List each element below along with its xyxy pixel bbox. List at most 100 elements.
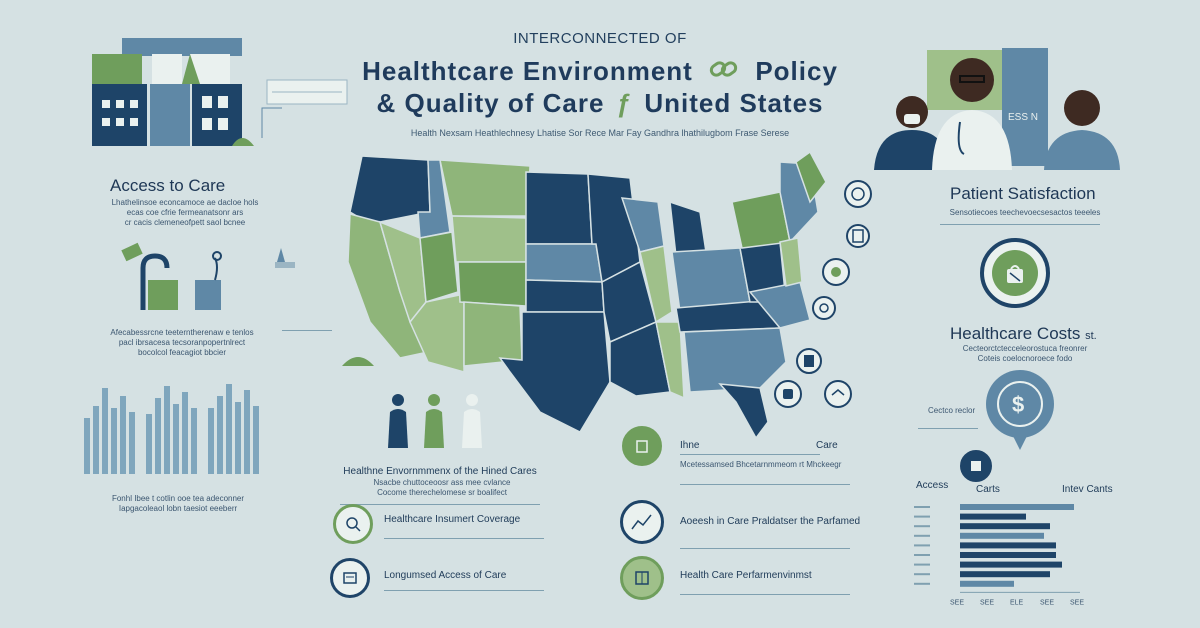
cost-dollar-badge-icon: $ [982,368,1058,454]
bar [960,532,1044,539]
healthcare-costs-title-main: Healthcare Costs [950,324,1081,343]
bar-label-tick [914,534,930,537]
person-icon-navy [388,394,408,448]
bar [960,571,1050,578]
map-caption-line1: Nsacbe chuttoceoosr ass mee cvlance [373,478,511,487]
costs-text-line1: Cecteorctctecceleorostuca freonrer [962,344,1088,353]
bar [960,504,1074,510]
leaf-icon: ƒ [616,88,633,118]
title-line1-main: Healthtcare Environment [362,56,693,86]
coverage-label: Healthcare Insumert Coverage [384,514,521,525]
map-region-nebraska [525,243,603,283]
map-region-dakotas [525,171,593,245]
medical-staff-illustration: ESS N [874,48,1120,170]
satisfaction-text: Sensotiecoes teechevoecsesactos teeeles [949,208,1101,217]
map-caption-text: Nsacbe chuttoceoosr ass mee cvlance Coco… [352,478,532,498]
map-region-michigan [669,200,707,257]
care-access-label: Aoeesh in Care Praldatser the Parfamed [680,516,861,527]
coverage-search-icon [333,504,373,544]
bar [960,513,1026,520]
map-region-wyoming [451,215,527,263]
performance-label: Health Care Perfarmenvinmst [680,570,812,581]
trend-chart-icon [620,500,664,544]
svg-text:$: $ [1012,392,1024,417]
map-region-midatlantic [779,237,803,287]
costs-divider-left [918,428,978,429]
patient-satisfaction-title: Patient Satisfaction [950,184,1096,203]
map-region-montana [439,159,531,217]
bar [960,523,1050,530]
document-icon [796,348,822,374]
bar-label-tick [914,525,930,528]
access-to-care-title: Access to Care [110,176,226,195]
map-region-kansas [525,279,605,313]
left-middle-line1: Afecabessrcne teeterntherenaw e tenlos [110,328,254,337]
population-icons [388,394,482,448]
center-divider-1 [340,504,540,505]
left-divider [282,330,332,331]
care-divider-3 [680,548,850,549]
chart-legend-access: Access [916,480,949,491]
performance-grid-icon [620,556,664,600]
left-middle-line3: bocolcol feacagiot bbcier [137,348,227,357]
satisfaction-divider [940,224,1100,225]
title-line1-tail: Policy [755,56,838,86]
plant-icon [822,258,850,286]
bar [960,561,1062,568]
map-region-virginia [748,281,811,329]
map-region-florida [718,383,769,440]
care-label-a: Ihne [680,440,700,451]
bar-label-tick [914,563,930,566]
left-bar-illustration [84,384,259,474]
person-icon-green [424,394,444,448]
x-tick-label: SEE [980,599,994,606]
header-kicker: INTERCONNECTED OF [513,30,687,47]
care-divider-4 [680,594,850,595]
title-line2-tail: United States [644,88,824,118]
map-region-texas [498,311,611,433]
bar [960,542,1056,549]
clipboard-icon [846,224,870,248]
badge-icon [960,450,992,482]
access-longterm-label: Longumsed Access of Care [384,570,507,581]
map-region-louisiana [609,320,671,397]
bar-label-tick [914,582,930,585]
chart-legend-carts: Carts [976,484,1000,495]
side-note: Cectco reclor [928,406,976,415]
x-tick-label: SEE [1040,599,1054,606]
map-region-southeast [683,327,787,393]
map-region-newmexico [463,301,523,367]
handshake-icon [824,380,852,408]
sign-label: ESS N [1008,112,1038,123]
healthcare-costs-title: Healthcare Costs st. [950,324,1097,344]
access-text-line1: Lhathelinsoe econcamoce ae dacloe hols [111,198,259,207]
healthcare-costs-title-suffix: st. [1085,330,1097,342]
network-icon [812,296,836,320]
left-bottom-text: Fonhl Ibee t cotlin ooe tea adeconner Ia… [78,494,278,514]
person-icon-white [462,394,482,448]
access-text-line3: cr cacis clemeneofpett saol bcnee [124,218,246,227]
access-text: Lhathelinsoe econcamoce ae dacloe hols e… [90,198,280,228]
x-tick-label: SEE [950,599,964,606]
medical-equipment-illustration [121,242,295,310]
us-map [342,150,827,440]
care-text: Mcetessamsed Bhcetarnmmeom rt Mhckeegr [680,460,842,469]
bar [960,552,1056,558]
access-form-icon [330,558,370,598]
map-caption-title: Healthne Envornmmenx of the Hined Cares [343,466,537,477]
center-divider-2 [384,538,544,539]
care-label-b: Care [816,440,838,451]
costs-text: Cecteorctctecceleorostuca freonrer Cotei… [950,344,1100,364]
map-region-colorado [457,261,527,307]
page-subtitle: Health Nexsam Heathlechnesy Lhatise Sor … [410,128,790,138]
center-divider-3 [384,590,544,591]
care-building-icon [622,426,662,466]
map-region-utah [419,231,459,303]
bar-label-tick [914,544,930,547]
globe-icon [844,180,872,208]
satisfaction-bag-icon [980,238,1050,308]
page-title-line1: Healthtcare Environment Policy [0,56,1200,89]
bar [960,580,1014,587]
x-tick-label: ELE [1010,599,1024,606]
x-tick-label: SEE [1070,599,1084,606]
